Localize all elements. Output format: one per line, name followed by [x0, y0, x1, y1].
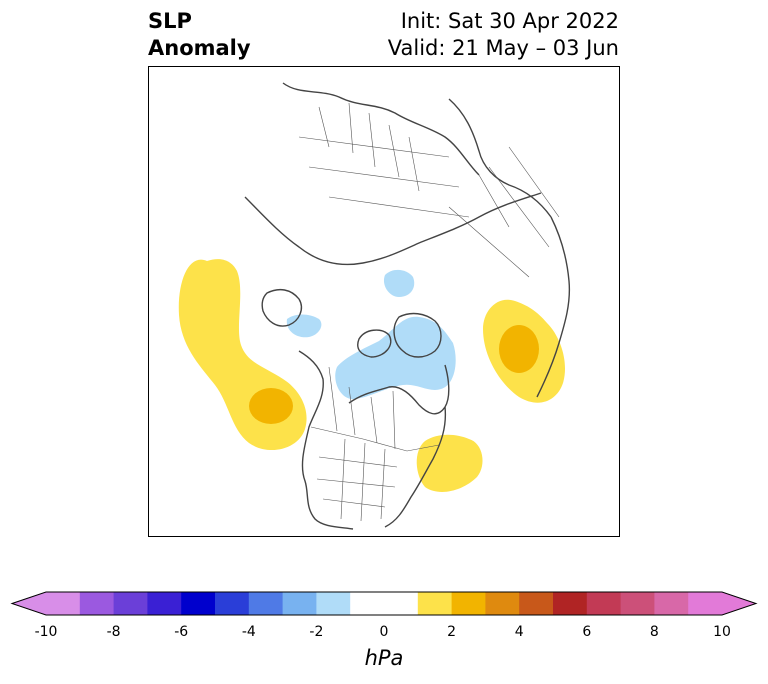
colorbar-tick-label: -4 [241, 624, 256, 640]
borders [298, 102, 560, 522]
colorbar-extend-max [722, 592, 756, 615]
colorbar-segment [316, 592, 351, 615]
coast-russia-arctic [244, 192, 542, 266]
map-title: SLP Anomaly [148, 8, 251, 62]
positive-anomaly-core-eurasia [499, 325, 539, 373]
coast-hudson-bay [348, 364, 450, 415]
coast-scandinavia [448, 98, 552, 218]
colorbar-segment [46, 592, 81, 615]
colorbar-tick-label: -2 [309, 624, 324, 640]
coast-greenland [393, 312, 442, 358]
colorbar [10, 591, 758, 616]
coast-arctic-islands [357, 329, 392, 358]
colorbar-segment [485, 592, 520, 615]
colorbar-segment [586, 592, 622, 615]
colorbar-segment [350, 592, 385, 615]
border-europe-countries [298, 102, 470, 218]
colorbar-segment [620, 592, 655, 615]
colorbar-tick-label: 8 [649, 624, 659, 640]
positive-anomaly-north-pacific [178, 259, 307, 451]
colorbar-tick-label: 0 [379, 624, 389, 640]
colorbar-extend-min [12, 592, 46, 615]
colorbar-segment [451, 592, 486, 615]
colorbar-segment [553, 592, 588, 615]
colorbar-tick-label: 6 [582, 624, 592, 640]
colorbar-tick-label: 10 [713, 624, 731, 640]
positive-anomaly-north-atlantic [416, 434, 483, 492]
map-panel [148, 66, 620, 537]
border-us-canada [310, 426, 440, 452]
colorbar-tick-label: -8 [106, 624, 121, 640]
colorbar-segment [417, 592, 453, 615]
border-us-states [316, 438, 398, 522]
colorbar-segment [79, 592, 115, 615]
colorbar-tick-label: -6 [174, 624, 189, 640]
colorbar-segment [384, 592, 419, 615]
coastlines [244, 82, 571, 530]
title-line-1: SLP [148, 9, 192, 33]
coast-north-america-east [384, 406, 447, 528]
colorbar-segment [282, 592, 317, 615]
coast-east-asia [536, 216, 571, 398]
colorbar-segment [113, 592, 148, 615]
coast-north-america-west [298, 350, 354, 530]
colorbar-units: hPa [364, 646, 404, 670]
date-info: Init: Sat 30 Apr 2022 Valid: 21 May – 03… [388, 8, 619, 62]
valid-range: Valid: 21 May – 03 Jun [387, 36, 619, 60]
coast-alaska [261, 288, 303, 327]
coast-europe [282, 82, 480, 176]
negative-anomaly-arctic-ocean [383, 269, 415, 297]
colorbar-tick-label: -10 [34, 624, 58, 640]
negative-anomaly-canadian-arctic [335, 316, 456, 400]
colorbar-segment [654, 592, 689, 615]
colorbar-tick-label: 4 [514, 624, 524, 640]
colorbar-tick-label: 2 [447, 624, 457, 640]
title-line-2: Anomaly [148, 36, 251, 60]
map-canvas [178, 82, 571, 530]
colorbar-segment [688, 592, 723, 615]
border-canada-provinces [328, 366, 396, 450]
colorbar-segment [181, 592, 216, 615]
colorbar-segment [215, 592, 250, 615]
positive-anomaly-core-north-pacific [249, 388, 293, 424]
colorbar-segment [147, 592, 182, 615]
init-date: Init: Sat 30 Apr 2022 [400, 9, 619, 33]
colorbar-segment [519, 592, 554, 615]
colorbar-segment [248, 592, 284, 615]
colorbar-outline [10, 591, 758, 616]
negative-anomaly-alaska [286, 314, 322, 338]
border-asia-countries [448, 146, 560, 278]
